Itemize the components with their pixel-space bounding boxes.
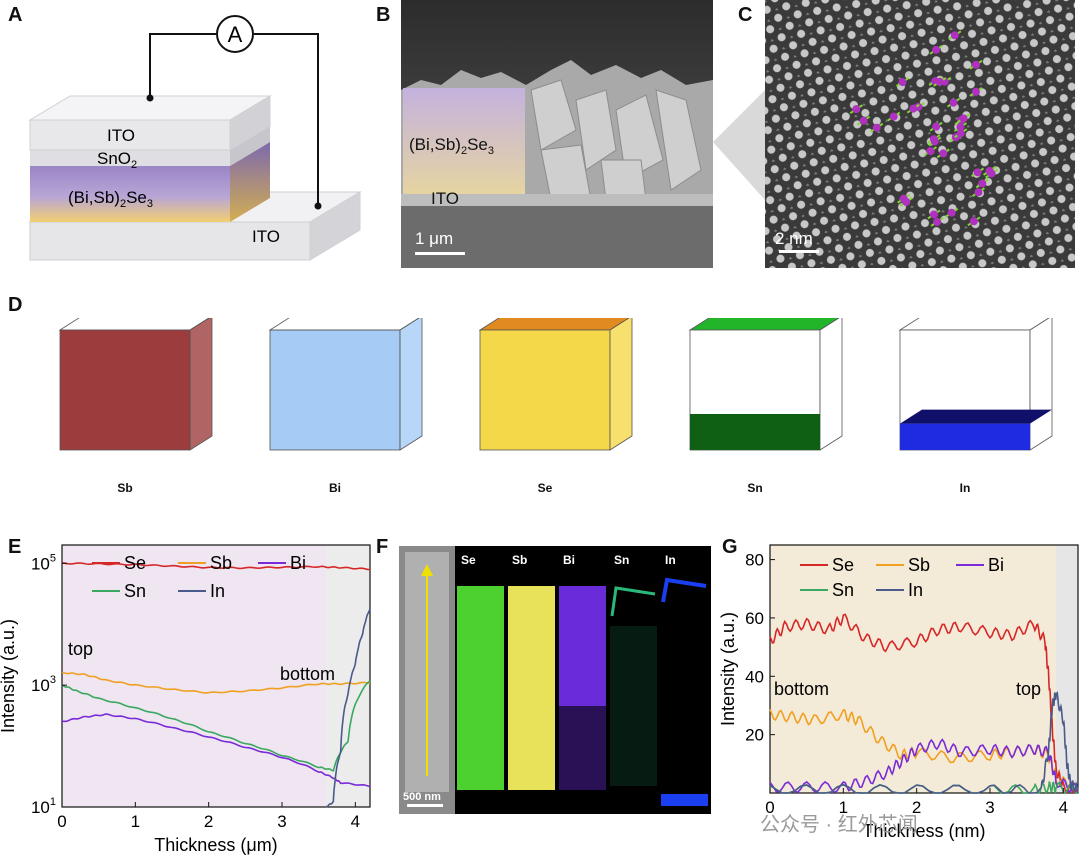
ammeter-icon	[216, 15, 254, 53]
sem-label-absorber: (Bi,Sb)2Se3	[409, 135, 494, 157]
cube-bi	[268, 318, 423, 451]
legend-label-bi: Bi	[988, 555, 1004, 575]
y-tick-label: 103	[31, 674, 56, 695]
layer-ito-top: ITO	[107, 126, 135, 145]
cube-se	[478, 318, 633, 451]
annotation-top: top	[1016, 679, 1041, 699]
legend-label-sb: Sb	[210, 553, 232, 573]
cube-sb	[58, 318, 213, 451]
eds-strip-sb	[508, 586, 555, 790]
y-tick-label: 20	[745, 726, 764, 745]
x-tick-label: 0	[57, 812, 66, 831]
scan-arrow-head	[421, 564, 433, 576]
sem-scalebar	[415, 252, 465, 255]
cube-label-bi: Bi	[329, 481, 341, 495]
layer-absorber: (Bi,Sb)2Se3	[68, 188, 153, 210]
chart-g-line-profile: 0 1 2 3 4 20 40 60 80 Thickness (nm) Intensity (a.…	[718, 544, 1079, 841]
series-line-sb	[61, 671, 371, 694]
series-line-in	[326, 608, 371, 808]
sem-scalebar-label: 1 μm	[415, 229, 453, 248]
legend-label-se: Se	[832, 555, 854, 575]
panel-letter-d: D	[8, 294, 23, 316]
legend: Se Sb Bi Sn In	[800, 555, 1004, 600]
x-axis-label: Thickness (μm)	[154, 835, 277, 855]
x-tick-label: 2	[204, 812, 213, 831]
legend: Se Sb Bi Sn In	[92, 553, 306, 601]
zoom-wedge	[713, 90, 765, 200]
legend-label-bi: Bi	[290, 553, 306, 573]
watermark-text: 公众号 · 红外芯闻	[760, 814, 918, 836]
hrtem-scalebar-label: 2 nm	[775, 229, 813, 248]
annotation-top: top	[68, 639, 93, 659]
plot-frame	[769, 544, 1079, 794]
eds-scalebar	[407, 804, 443, 807]
x-tick-label: 4	[1059, 798, 1068, 817]
series-line-in	[769, 691, 1079, 795]
cube-in	[898, 318, 1053, 451]
plot-frame	[61, 544, 371, 808]
eds-strip-in	[661, 577, 708, 806]
eds-label-sn: Sn	[614, 553, 629, 567]
cube-sn	[688, 318, 843, 451]
y-tick-label: 40	[745, 667, 764, 686]
x-tick-label: 1	[839, 798, 848, 817]
series-line-se	[769, 613, 1079, 795]
eds-scalebar-label: 500 nm	[403, 791, 441, 803]
eds-label-bi: Bi	[563, 553, 575, 567]
cube-label-in: In	[960, 481, 971, 495]
legend-label-sb: Sb	[908, 555, 930, 575]
panel-letter-g: G	[722, 536, 738, 558]
layer-sno2: SnO2	[97, 149, 137, 171]
y-tick-label: 60	[745, 609, 764, 628]
cube-label-sb: Sb	[117, 481, 132, 495]
annotation-bottom: bottom	[280, 664, 335, 684]
panel-letter-c: C	[738, 4, 753, 26]
eds-maps: Se Sb Bi Sn In 500 nm	[399, 546, 711, 814]
chart-background	[62, 545, 370, 807]
panel-letter-a: A	[8, 4, 23, 26]
eds-strip-bi	[559, 586, 606, 790]
panel-letter-f: F	[376, 536, 389, 558]
x-tick-label: 4	[351, 812, 360, 831]
panel-letter-e: E	[8, 536, 22, 558]
x-tick-label: 2	[912, 798, 921, 817]
ammeter-label: A	[228, 22, 243, 47]
legend-label-sn: Sn	[832, 580, 854, 600]
y-axis-label: Intensity (a.u.)	[0, 619, 18, 733]
element-cubes: Sb Bi Se Sn In	[58, 318, 1053, 495]
chart-e-depth-profile: 0 1 2 3 4 101 103 105 Thickness (μm) Intensity (a…	[0, 544, 371, 855]
x-tick-label: 3	[985, 798, 994, 817]
cube-label-se: Se	[538, 481, 553, 495]
legend-label-se: Se	[124, 553, 146, 573]
legend-label-sn: Sn	[124, 581, 146, 601]
eds-label-sb: Sb	[512, 553, 527, 567]
annotation-bottom: bottom	[774, 679, 829, 699]
device-schematic: A ITO SnO2 (Bi,Sb)2Se3 ITO	[28, 15, 362, 261]
legend-label-in: In	[210, 581, 225, 601]
panel-letter-b: B	[376, 4, 391, 26]
y-axis-label: Intensity (a.u.)	[718, 612, 738, 726]
y-tick-label: 101	[31, 796, 56, 817]
cube-label-sn: Sn	[747, 481, 762, 495]
x-tick-label: 3	[277, 812, 286, 831]
eds-label-se: Se	[461, 553, 476, 567]
sem-cross-section: (Bi,Sb)2Se3 ITO 1 μm	[401, 0, 713, 268]
eds-strip-se	[457, 586, 504, 790]
hrtem-scalebar	[779, 250, 819, 253]
eds-strip-sn	[610, 586, 657, 786]
hrtem-image: 2 nm	[765, 0, 1075, 268]
x-tick-label: 1	[131, 812, 140, 831]
sem-label-ito: ITO	[431, 189, 459, 208]
series-line-sn	[61, 680, 371, 772]
x-tick-label: 0	[765, 798, 774, 817]
x-axis-label: Thickness (nm)	[862, 821, 985, 841]
y-tick-label: 80	[745, 551, 764, 570]
layer-ito-bottom: ITO	[252, 227, 280, 246]
chart-background	[770, 545, 1078, 793]
eds-label-in: In	[665, 553, 676, 567]
y-tick-label: 105	[31, 552, 56, 573]
legend-label-in: In	[908, 580, 923, 600]
